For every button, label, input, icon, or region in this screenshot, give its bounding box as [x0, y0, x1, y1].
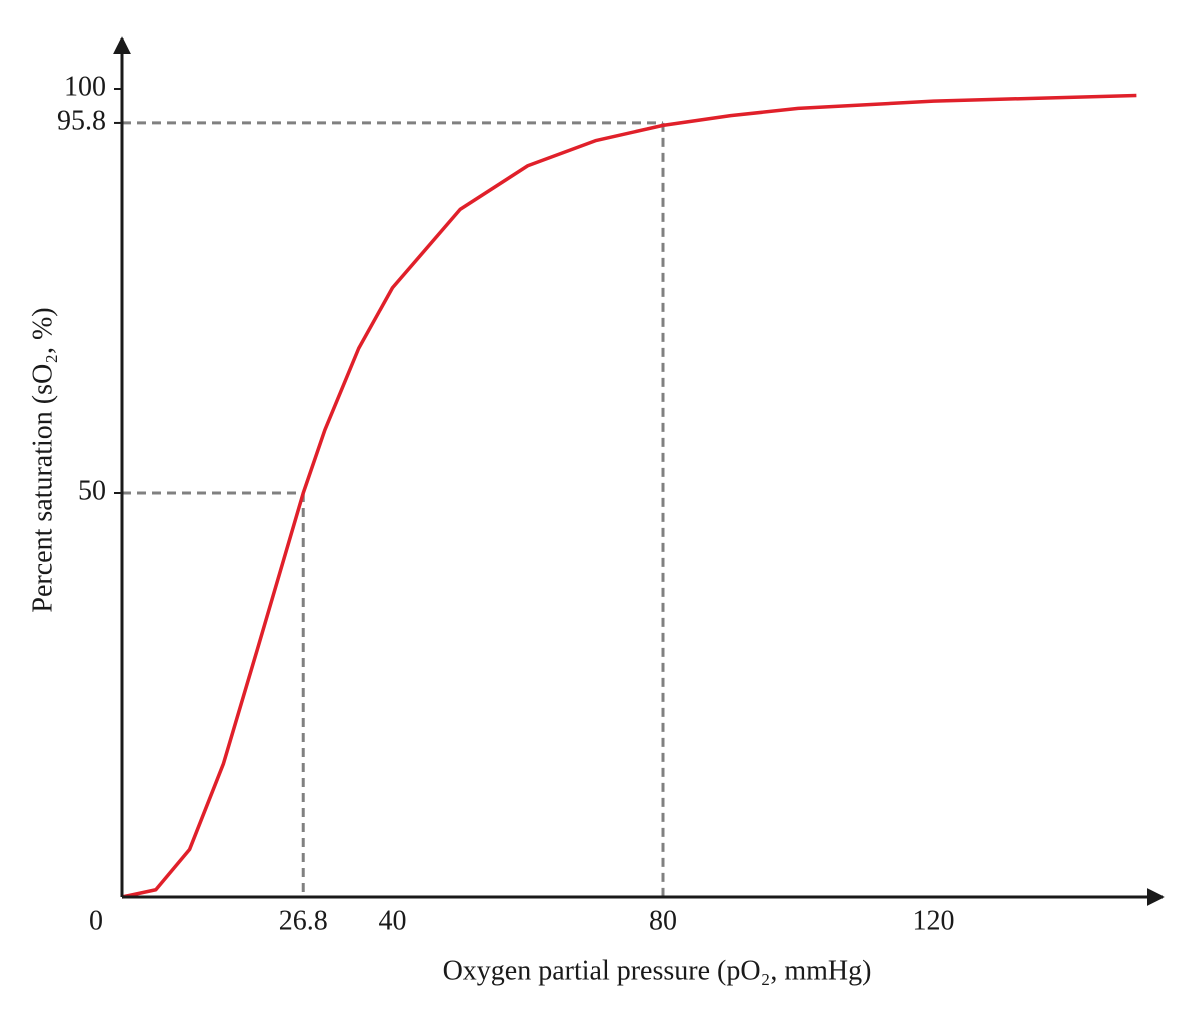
- x-tick-label: 40: [379, 905, 407, 936]
- x-axis-label: Oxygen partial pressure (pO₂, mmHg): [443, 955, 872, 986]
- plot-area: [121, 93, 1137, 899]
- y-axis-label: Percent saturation (sO₂, %): [27, 307, 58, 612]
- curve: [121, 93, 1137, 899]
- x-tick-label: 26.8: [279, 905, 328, 936]
- x-tick-label: 80: [649, 905, 677, 936]
- y-tick-label: 95.8: [57, 105, 106, 136]
- y-tick-label: 100: [64, 71, 106, 102]
- y-tick-label: 50: [78, 475, 106, 506]
- x-tick-label: 0: [89, 905, 103, 936]
- x-tick-label: 120: [913, 905, 955, 936]
